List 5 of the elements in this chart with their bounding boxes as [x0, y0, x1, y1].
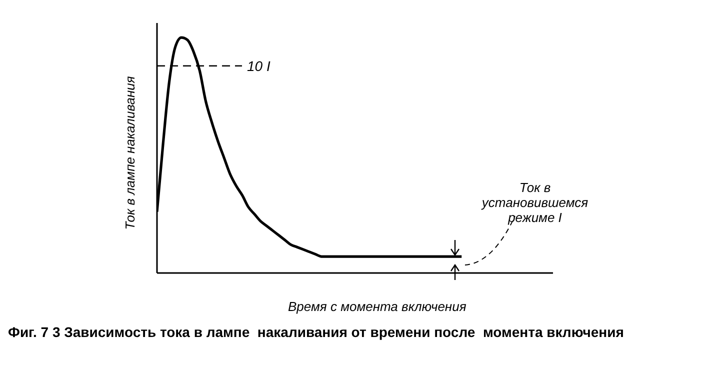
x-axis-title: Время с момента включения: [288, 299, 466, 314]
y-axis-title: Ток в лампе накаливания: [122, 76, 138, 230]
annotation: Ток в установившемся режиме I: [480, 180, 590, 225]
ref-line-label: 10 I: [247, 58, 270, 74]
text: Фиг. 7 3 Зависимость тока в лампе накаливания от времени после момента включения: [8, 324, 625, 340]
